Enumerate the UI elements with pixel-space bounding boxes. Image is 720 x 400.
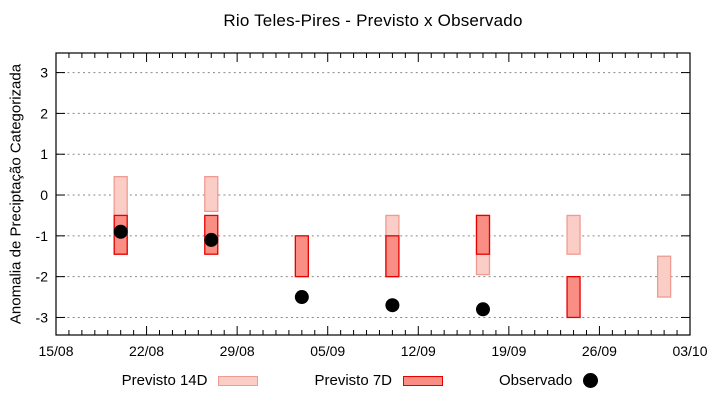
- observed-dot: [113, 224, 128, 239]
- y-tick-label: 3: [40, 65, 48, 81]
- y-tick-label: 0: [40, 187, 48, 203]
- y-tick-label: -1: [36, 228, 49, 244]
- legend: Previsto 14D Previsto 7D Observado: [0, 372, 720, 389]
- forecast-7d-bar: [475, 214, 491, 255]
- x-tick-label: 12/09: [401, 343, 436, 359]
- observed-dot: [294, 290, 309, 305]
- forecast-14d-bar: [656, 255, 672, 298]
- x-tick-label: 05/09: [310, 343, 345, 359]
- x-tick-label: 15/08: [38, 343, 73, 359]
- forecast-7d-bar: [294, 235, 309, 278]
- x-tick-label: 19/09: [491, 343, 526, 359]
- y-tick-label: -2: [36, 269, 49, 285]
- x-tick-label: 22/08: [129, 343, 164, 359]
- x-tick-label: 26/09: [582, 343, 617, 359]
- x-tick-label: 29/08: [220, 343, 255, 359]
- forecast-14d-swatch-icon: [218, 375, 259, 386]
- legend-item-previsto-7d: Previsto 7D: [314, 372, 444, 389]
- legend-label-previsto-14d: Previsto 14D: [121, 372, 208, 389]
- x-tick-label: 03/10: [672, 343, 707, 359]
- y-tick-label: 2: [40, 105, 48, 121]
- forecast-14d-bar: [204, 176, 219, 212]
- legend-label-observado: Observado: [499, 372, 573, 389]
- forecast-7d-bar: [566, 275, 581, 319]
- y-tick-label: 1: [40, 146, 48, 162]
- forecast-7d-swatch-icon: [403, 375, 444, 386]
- forecast-14d-bar: [566, 214, 581, 255]
- forecast-7d-bar: [385, 235, 400, 278]
- chart-title: Rio Teles-Pires - Previsto x Observado: [223, 11, 523, 30]
- plot-frame: [55, 52, 691, 336]
- legend-item-observado: Observado: [499, 372, 599, 389]
- observed-dot: [385, 298, 400, 313]
- y-tick-label: -3: [36, 309, 49, 325]
- observed-dot-swatch-icon: [583, 373, 599, 388]
- legend-item-previsto-14d: Previsto 14D: [122, 372, 259, 389]
- observed-dot: [475, 302, 490, 317]
- observed-dot: [204, 232, 219, 247]
- legend-label-previsto-7d: Previsto 7D: [314, 372, 393, 389]
